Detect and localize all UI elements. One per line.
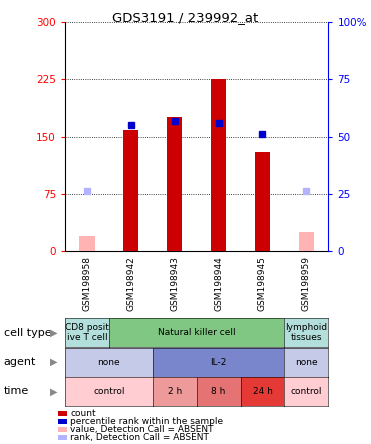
Text: value, Detection Call = ABSENT: value, Detection Call = ABSENT [70,425,214,434]
Text: time: time [4,386,29,396]
Text: 24 h: 24 h [253,387,272,396]
Text: GSM198942: GSM198942 [126,256,135,311]
Text: percentile rank within the sample: percentile rank within the sample [70,417,224,426]
Text: none: none [98,357,120,367]
Text: control: control [290,387,322,396]
Text: CD8 posit
ive T cell: CD8 posit ive T cell [65,323,109,342]
Text: Natural killer cell: Natural killer cell [158,328,236,337]
Bar [167,118,183,251]
Text: GSM198944: GSM198944 [214,256,223,311]
Bar [123,131,138,251]
Text: ▶: ▶ [50,357,58,367]
Text: count: count [70,409,96,418]
Text: GDS3191 / 239992_at: GDS3191 / 239992_at [112,11,259,24]
Bar [255,152,270,251]
Text: GSM198943: GSM198943 [170,256,179,311]
Bar [211,79,226,251]
Text: GSM198945: GSM198945 [258,256,267,311]
Bar [299,232,314,251]
Text: cell type: cell type [4,328,51,338]
Text: 8 h: 8 h [211,387,226,396]
Bar [79,236,95,251]
Text: 2 h: 2 h [168,387,182,396]
Text: lymphoid
tissues: lymphoid tissues [285,323,328,342]
Text: none: none [295,357,318,367]
Text: GSM198959: GSM198959 [302,256,311,311]
Text: ▶: ▶ [50,386,58,396]
Text: rank, Detection Call = ABSENT: rank, Detection Call = ABSENT [70,433,209,442]
Text: IL-2: IL-2 [210,357,227,367]
Text: ▶: ▶ [50,328,58,338]
Text: control: control [93,387,125,396]
Text: agent: agent [4,357,36,367]
Text: GSM198958: GSM198958 [82,256,91,311]
